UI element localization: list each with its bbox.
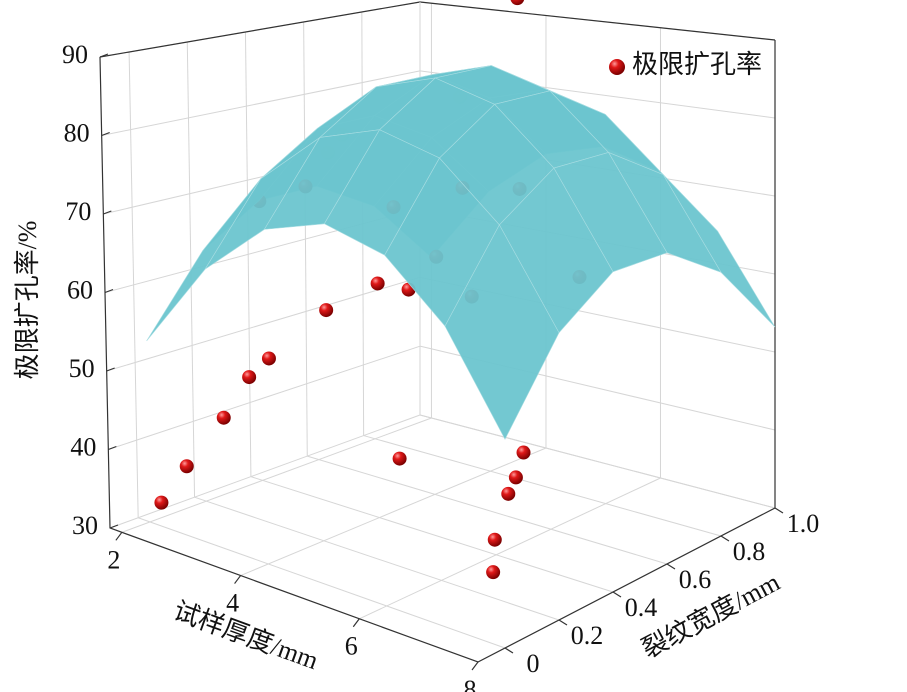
y-tick-label: 0.4 [625,593,658,622]
data-point [370,276,385,291]
z-tick [101,131,110,137]
y-tick [666,563,676,570]
axis-frame [99,1,776,58]
y-tick [720,535,730,542]
y-tick [504,647,514,654]
y-tick-label: 0.6 [679,565,712,594]
y-tick [612,591,622,598]
plot-layer [146,0,776,580]
z-tick [103,210,112,215]
data-point [486,565,501,580]
y-tick-label: 0 [527,649,540,678]
z-tick-label: 80 [64,118,90,147]
x-axis-title: 试样厚度/mm [170,596,322,675]
y-tick [774,507,784,514]
x-tick-label: 8 [464,675,477,692]
y-tick-label: 1.0 [787,509,820,538]
y-tick [558,619,568,626]
legend: 极限扩孔率 [609,50,762,79]
data-point [242,370,257,385]
z-tick-label: 40 [70,432,96,461]
data-point [487,532,502,547]
grid-line [250,476,614,593]
data-point [261,351,276,366]
z-tick [104,288,114,294]
z-tick-label: 60 [67,275,93,304]
data-point [516,445,531,460]
grid-line [106,276,421,372]
grid-line [363,435,722,537]
legend-marker [609,59,625,75]
z-tick [108,445,117,451]
x-tick-label: 2 [107,545,120,574]
z-tick-label: 50 [69,354,95,383]
grid-line [359,477,661,620]
data-point [508,470,523,485]
grid-line [108,345,421,450]
x-tick [471,661,479,671]
grid-line [109,414,421,529]
z-tick-label: 70 [65,197,91,226]
x-tick [115,531,123,541]
x-tick-label: 4 [226,589,239,618]
data-point [154,495,169,510]
surface-patch [146,178,262,342]
z-tick-label: 90 [62,40,88,69]
grid-line [121,417,432,533]
data-point [319,303,334,318]
grid-line [419,414,776,509]
y-tick-label: 0.2 [571,621,604,650]
grid-line [101,70,421,136]
data-point [179,459,194,474]
grid-line [240,447,547,577]
z-tick [106,367,115,372]
x-tick [352,618,360,628]
data-point [501,486,516,501]
data-point [510,0,525,6]
grid-line [138,517,506,649]
data-point [392,451,407,466]
y-tick-label: 0.8 [733,537,766,566]
z-tick [99,53,109,58]
z-axis-title: 极限扩孔率/% [13,221,42,380]
surface-patch [444,224,560,440]
grid-line [194,496,560,621]
grid-line [307,455,668,565]
x-tick-label: 6 [345,632,358,661]
legend-label: 极限扩孔率 [632,50,762,79]
label-layer: 极限扩孔率/% 试样厚度/mm 裂纹宽度/mm 246800.20.40.60.… [13,40,819,692]
data-point [216,410,231,425]
z-tick [109,524,119,529]
x-tick [234,575,242,584]
z-tick-label: 30 [72,511,98,540]
